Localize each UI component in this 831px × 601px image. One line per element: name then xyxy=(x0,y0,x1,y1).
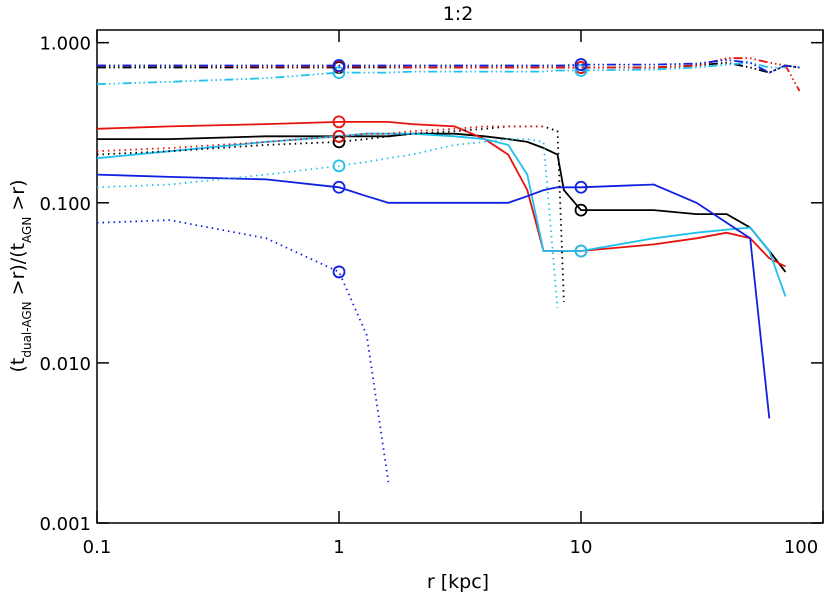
marker xyxy=(332,180,346,194)
series-line xyxy=(96,125,544,153)
y-tick-label: 0.001 xyxy=(39,514,91,535)
series-line xyxy=(96,219,390,483)
series-line xyxy=(97,61,800,74)
y-tick-label: 1.000 xyxy=(39,34,91,55)
x-tick-label: 100 xyxy=(784,537,818,558)
chart-title: 1:2 xyxy=(443,3,474,25)
y-tick-label: 0.010 xyxy=(39,354,91,375)
marker xyxy=(574,180,588,194)
y-label-part: (t xyxy=(7,358,29,373)
marker xyxy=(332,59,346,72)
marker xyxy=(574,58,588,71)
x-tick-label: 1 xyxy=(333,537,344,558)
x-tick-label: 0.1 xyxy=(83,537,112,558)
marker xyxy=(332,129,346,143)
marker xyxy=(574,244,588,258)
series-line xyxy=(97,57,801,92)
plot-frame xyxy=(96,29,824,524)
marker xyxy=(332,159,346,173)
y-label-part: >r) xyxy=(7,179,29,216)
marker xyxy=(332,66,346,80)
y-label-part: dual-AGN xyxy=(20,301,34,357)
x-axis-label: r [kpc] xyxy=(427,571,489,593)
x-tick-label: 10 xyxy=(570,537,593,558)
y-axis-label: (tdual-AGN >r)/(tAGN >r) xyxy=(7,179,34,372)
marker xyxy=(332,265,346,279)
y-tick-label: 0.100 xyxy=(39,194,91,215)
series-line xyxy=(97,59,800,74)
series-line xyxy=(96,61,786,86)
marker xyxy=(574,64,588,77)
y-label-part: >r)/(t xyxy=(7,243,29,301)
y-label-part: AGN xyxy=(20,217,34,243)
series-line xyxy=(96,132,787,297)
series-line xyxy=(96,121,786,268)
marker xyxy=(332,115,346,129)
series-line xyxy=(96,125,565,303)
marker xyxy=(574,203,588,217)
series-line xyxy=(96,138,559,309)
